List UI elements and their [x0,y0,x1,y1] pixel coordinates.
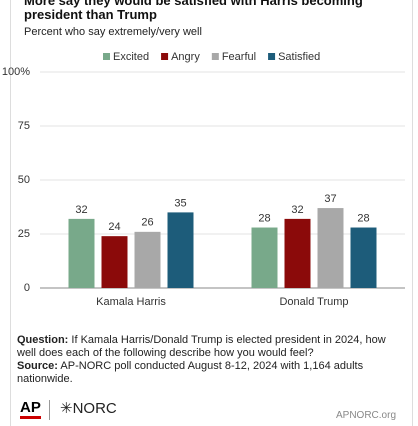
bar [317,208,344,288]
bar [251,227,278,288]
value-label: 32 [75,204,87,216]
norc-star: ✳ [60,400,73,417]
y-tick-label: 0 [24,282,30,294]
legend-swatch [161,53,169,60]
value-label: 24 [108,221,120,233]
norc-logo: ✳NORC [60,399,117,417]
x-tick-label: Donald Trump [279,296,348,308]
question-note: Question: If Kamala Harris/Donald Trump … [17,334,397,360]
bar [134,231,161,288]
x-tick-label: Kamala Harris [96,296,166,308]
legend-label: Excited [113,51,149,63]
question-text: If Kamala Harris/Donald Trump is elected… [17,334,386,359]
y-tick-label: 50 [18,174,30,186]
question-label: Question: [17,334,69,346]
y-tick-label: 75 [18,120,30,132]
bar [284,218,311,288]
value-label: 28 [258,212,270,224]
chart-subtitle: Percent who say extremely/very well [24,26,202,38]
bar [68,218,95,288]
value-label: 26 [141,217,153,229]
value-label: 35 [174,197,186,209]
legend-label: Satisfied [278,51,320,63]
source-label: Source: [17,360,58,372]
logo-divider [49,400,50,420]
ap-logo: AP [20,400,41,419]
y-tick-label: 100% [2,66,30,78]
source-text: AP-NORC poll conducted August 8-12, 2024… [17,360,364,385]
legend-label: Angry [171,51,200,63]
frame [10,0,413,426]
bar [101,236,128,288]
legend-swatch [103,53,110,60]
site-link: APNORC.org [335,410,396,421]
bar [167,212,194,288]
bar [350,227,377,288]
norc-text: NORC [72,400,117,417]
legend-label: Fearful [222,51,256,63]
legend-swatch [268,53,276,60]
y-tick-label: 25 [18,228,30,240]
source-note: Source: AP-NORC poll conducted August 8-… [17,360,397,386]
value-label: 37 [324,193,336,205]
chart-title: More say they would be satisfied with Ha… [24,0,363,22]
value-label: 32 [291,204,303,216]
value-label: 28 [357,212,369,224]
legend-swatch [211,53,219,60]
